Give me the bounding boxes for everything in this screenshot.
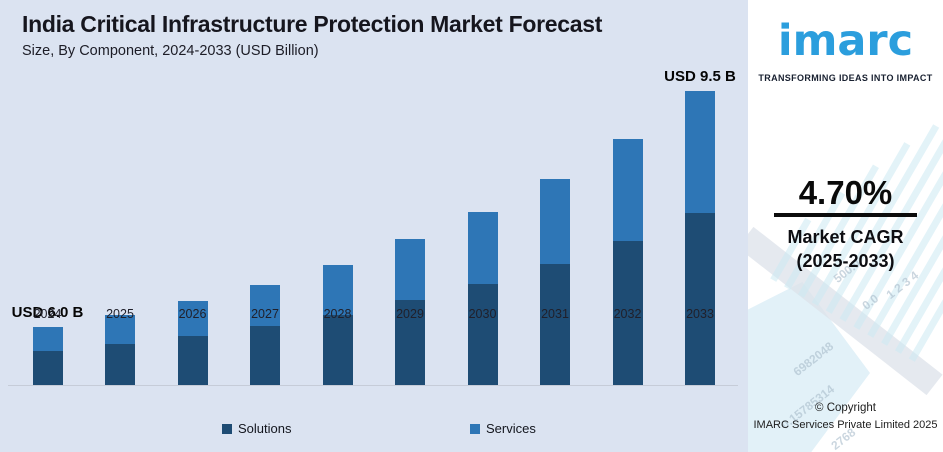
chart-legend: Solutions Services [0,421,748,437]
bar-stack-2033 [685,91,715,385]
cagr-range-label: (2025-2033) [796,251,895,271]
copyright-company: IMARC Services Private Limited 2025 [753,419,938,431]
bar-segment-services [612,139,643,241]
chart-subtitle: Size, By Component, 2024-2033 (USD Billi… [22,43,319,59]
bar-stack-2029 [395,239,425,385]
bar-stack-2027 [250,285,280,385]
bar-segment-services [250,285,280,326]
imarc-logo: imarc [777,16,914,66]
legend-swatch-icon [470,423,480,434]
bar-segment-solutions [322,315,353,385]
bar-segment-services [467,212,498,284]
bar-segment-solutions [395,300,425,385]
chart-title: India Critical Infrastructure Protection… [22,11,603,37]
x-axis-label: 2027 [251,307,279,321]
chart-section: India Critical Infrastructure Protection… [0,0,748,452]
bar-segment-solutions [250,326,280,385]
legend-swatch-icon [222,423,232,434]
bar-segment-solutions [612,241,643,385]
plot-area: USD 6.0 B USD 9.5 B [0,68,748,386]
legend-label: Services [486,421,536,436]
x-axis-label: 2032 [613,307,642,321]
x-axis-label: 2024 [33,307,62,321]
bar-segment-services [395,239,425,300]
x-axis-label: 2026 [178,307,207,321]
bar-stack-2031 [540,179,570,385]
bar-segment-solutions [32,351,63,385]
x-axis-label: 2028 [323,307,352,321]
legend-label: Solutions [238,421,292,436]
bar-segment-services [540,179,570,264]
bar-stack-2028 [322,265,353,385]
cagr-divider [774,213,917,217]
bar-segment-services [322,265,353,315]
brand-panel: 500.0 0.0 1 2 3 4 6982048 0.15785314 2768 ima… [748,0,943,452]
logo-tagline: TRANSFORMING IDEAS INTO IMPACT [758,73,933,83]
x-axis-label: 2025 [106,307,134,321]
value-label-2024: USD 6.0 B [11,304,84,321]
bar-stack-2024 [32,327,63,385]
x-axis-label: 2030 [468,307,497,321]
bar-segment-services [177,301,208,336]
bar-segment-services [105,315,135,344]
x-axis-line [8,385,738,386]
bar-segment-solutions [467,284,498,385]
bar-segment-services [685,91,715,213]
brand-panel-content: imarc TRANSFORMING IDEAS INTO IMPACT 4.7… [748,0,943,452]
bar-segment-solutions [105,344,135,385]
bar-segment-solutions [540,264,570,385]
bar-stack-2025 [105,315,135,385]
cagr-label: Market CAGR [787,227,904,247]
x-axis-label: 2029 [396,307,424,321]
bar-segment-solutions [685,213,715,385]
bar-stack-2030 [467,212,498,385]
legend-item-solutions: Solutions [222,421,291,436]
x-axis-label: 2031 [541,307,569,321]
value-label-2033: USD 9.5 B [664,68,736,85]
copyright-label: © Copyright [815,402,876,414]
bar-segment-solutions [177,336,208,385]
bar-stack-2032 [612,139,643,385]
legend-item-services: Services [470,421,536,436]
x-axis-label: 2033 [686,307,714,321]
bar-stack-2026 [177,301,208,385]
bar-segment-services [32,327,63,351]
cagr-value: 4.70% [798,174,893,211]
